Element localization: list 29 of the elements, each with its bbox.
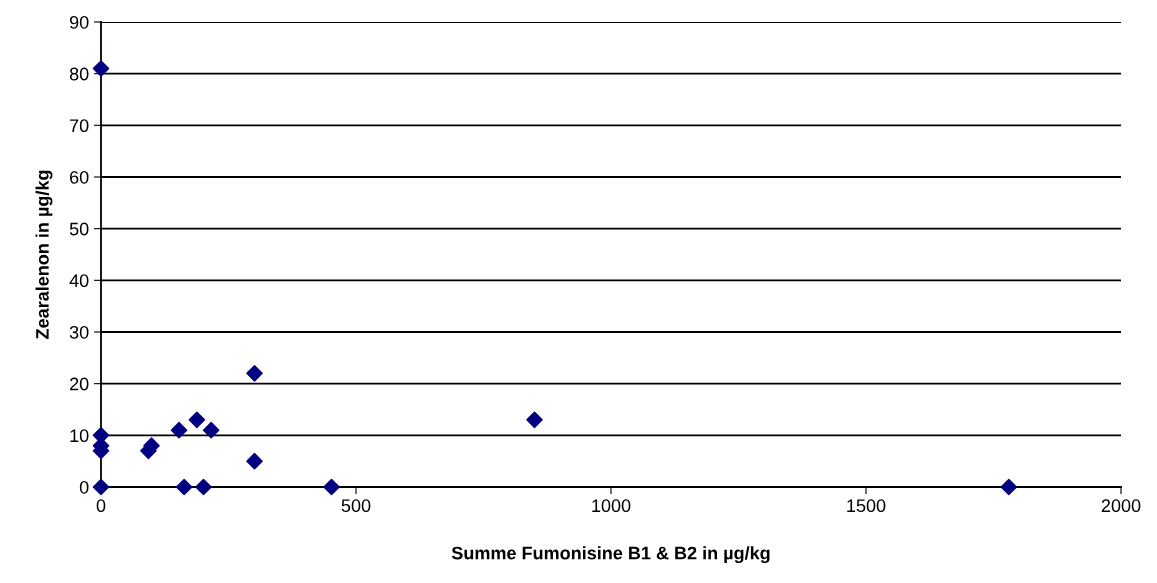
y-tick-label: 80 — [69, 67, 89, 81]
point — [1000, 478, 1018, 496]
x-tick-label: 0 — [96, 499, 106, 513]
point — [246, 452, 263, 470]
x-tick-label: 2000 — [1101, 499, 1141, 513]
point — [170, 421, 188, 439]
y-tick-label: 60 — [70, 170, 89, 184]
y-axis-title: Zearalenon in µg/kg — [35, 170, 53, 339]
x-axis-title: Summe Fumonisine B1 & B2 in µg/kg — [451, 546, 770, 564]
point — [246, 365, 263, 382]
point — [195, 478, 212, 496]
x-tick-label: 500 — [341, 499, 371, 513]
point — [92, 60, 110, 77]
y-tick-label: 0 — [79, 480, 89, 494]
point — [188, 411, 206, 429]
y-tick-label: 10 — [70, 429, 89, 443]
y-tick-label: 30 — [69, 325, 89, 339]
y-tick-label: 90 — [69, 15, 89, 29]
point — [323, 478, 340, 496]
point — [175, 478, 193, 496]
point — [202, 421, 220, 439]
x-tick-label: 1000 — [592, 499, 631, 513]
point — [526, 411, 543, 429]
y-tick-label: 20 — [70, 377, 89, 391]
y-tick-label: 70 — [70, 119, 89, 133]
x-tick-label: 1500 — [847, 499, 886, 513]
y-tick-label: 50 — [69, 222, 89, 236]
y-tick-label: 40 — [69, 274, 89, 288]
point — [92, 478, 110, 496]
